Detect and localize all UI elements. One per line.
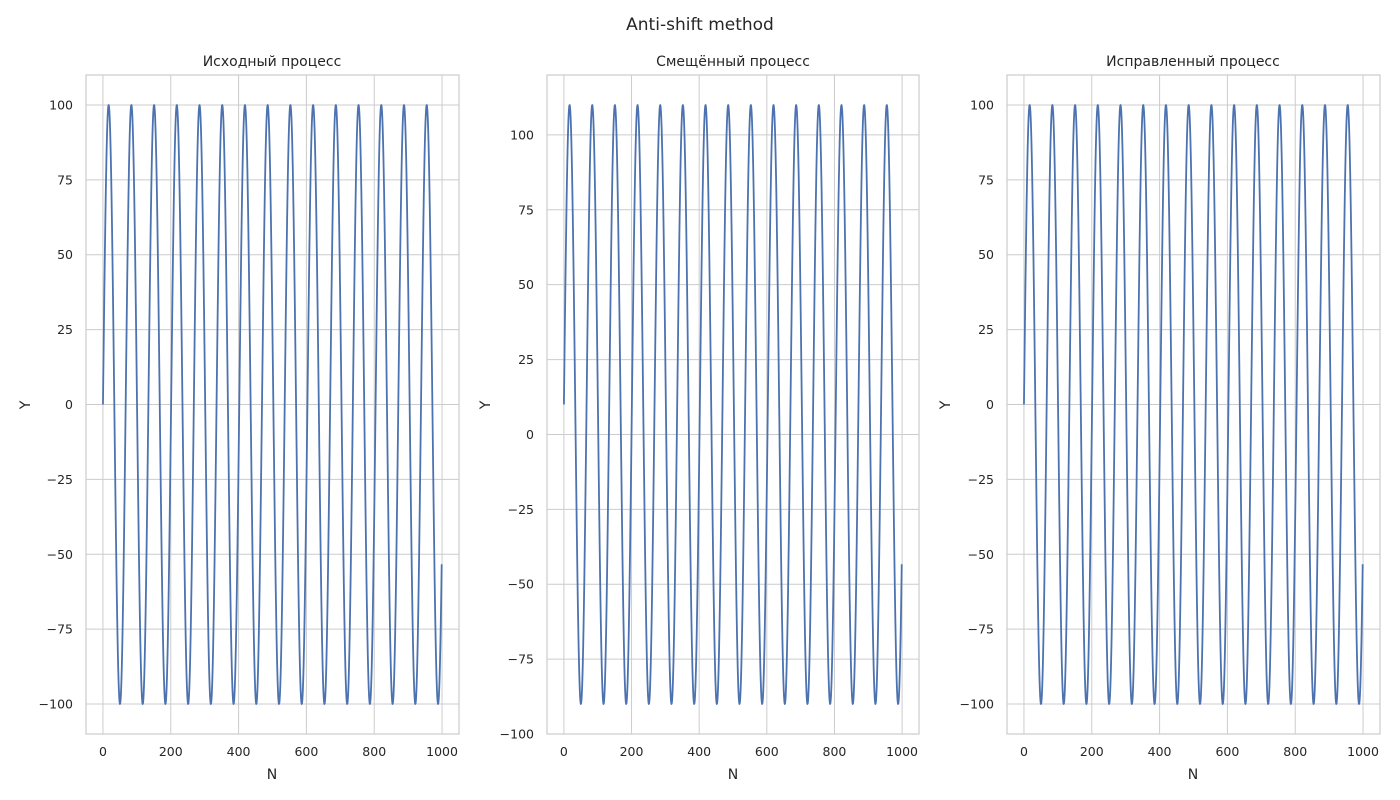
y-tick-label: −25 (968, 472, 994, 487)
x-tick-label: 200 (159, 744, 183, 759)
series-line (1023, 104, 1364, 705)
subplot-shifted: Смещённый процесс N Y 0 200 400 600 800 10001… (478, 54, 920, 783)
y-tick-label: −100 (500, 727, 534, 742)
y-tick-label: −25 (47, 472, 73, 487)
y-tick-label: −50 (508, 577, 534, 592)
subplot-title: Исправленный процесс (1106, 54, 1280, 70)
y-tick-label: 50 (978, 247, 994, 262)
series-line (102, 104, 443, 705)
y-tick-label: −100 (960, 697, 994, 712)
x-axis-label: N (267, 767, 277, 783)
x-tick-label: 1000 (426, 744, 458, 759)
x-tick-label: 0 (99, 744, 107, 759)
axes-frame (1006, 74, 1381, 735)
x-tick-label: 800 (362, 744, 386, 759)
subplot-original: Исходный процесс N Y 0 200 400 600 800 100010… (18, 54, 460, 783)
y-tick-label: 0 (986, 397, 994, 412)
y-tick-label: −75 (508, 652, 534, 667)
y-tick-label: 25 (57, 322, 73, 337)
y-tick-label: 75 (978, 172, 994, 187)
y-axis-label: Y (938, 400, 954, 410)
y-tick-label: −50 (47, 547, 73, 562)
y-tick-label: 50 (518, 277, 534, 292)
x-tick-label: 800 (1283, 744, 1307, 759)
figure-suptitle: Anti-shift method (626, 15, 774, 35)
y-tick-label: −25 (508, 502, 534, 517)
y-tick-label: 75 (518, 202, 534, 217)
y-tick-label: −50 (968, 547, 994, 562)
x-tick-label: 600 (294, 744, 318, 759)
y-tick-label: 50 (57, 247, 73, 262)
axes-frame (85, 74, 460, 735)
x-axis-label: N (1188, 767, 1198, 783)
x-tick-label: 600 (1215, 744, 1239, 759)
subplot-title: Исходный процесс (203, 54, 342, 70)
y-tick-label: 75 (57, 172, 73, 187)
x-tick-label: 800 (823, 744, 847, 759)
x-tick-label: 400 (227, 744, 251, 759)
series-line (563, 104, 903, 705)
y-tick-label: −75 (47, 622, 73, 637)
x-tick-label: 200 (1080, 744, 1104, 759)
y-tick-label: 0 (65, 397, 73, 412)
x-axis-label: N (728, 767, 738, 783)
y-tick-label: 100 (510, 127, 534, 142)
x-tick-label: 400 (1148, 744, 1172, 759)
y-tick-label: 100 (49, 97, 73, 112)
y-tick-label: 0 (526, 427, 534, 442)
x-tick-label: 1000 (886, 744, 918, 759)
y-axis-label: Y (18, 400, 34, 410)
x-tick-label: 600 (755, 744, 779, 759)
x-tick-label: 400 (687, 744, 711, 759)
x-tick-label: 200 (620, 744, 644, 759)
y-tick-label: 25 (978, 322, 994, 337)
axes-frame (546, 74, 920, 735)
y-tick-label: −75 (968, 622, 994, 637)
y-tick-label: 25 (518, 352, 534, 367)
x-tick-label: 0 (1020, 744, 1028, 759)
y-axis-label: Y (478, 400, 494, 410)
y-tick-label: 100 (970, 97, 994, 112)
y-tick-label: −100 (39, 697, 73, 712)
x-tick-label: 1000 (1347, 744, 1379, 759)
subplot-corrected: Исправленный процесс N Y 0 200 400 600 800 10… (938, 54, 1381, 783)
subplot-title: Смещённый процесс (656, 54, 810, 70)
x-tick-label: 0 (560, 744, 568, 759)
